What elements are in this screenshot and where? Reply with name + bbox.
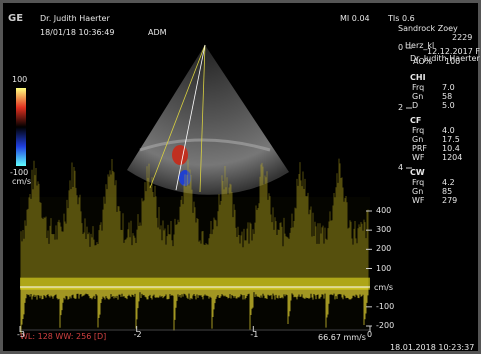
- depth-tick-label: 0: [398, 44, 403, 52]
- setting-label: Gn: [412, 188, 423, 196]
- setting-label: WF: [412, 154, 425, 162]
- group-title: CW: [410, 169, 425, 177]
- setting-value: 10.4: [442, 145, 460, 153]
- setting-label: Gn: [412, 136, 423, 144]
- window-level: WL: 128 WW: 256 [D]: [20, 333, 106, 341]
- setting-value: 58: [442, 93, 452, 101]
- probe-logo: GE: [8, 14, 23, 24]
- setting-value: 4.0: [442, 127, 455, 135]
- group-title: CHI: [410, 74, 426, 82]
- velocity-tick-label: 200: [376, 245, 391, 253]
- setting-value: 5.0: [442, 102, 455, 110]
- setting-label: Frq: [412, 127, 424, 135]
- sweep-speed: 66.67 mm/s: [318, 334, 366, 342]
- depth-tick-label: 4: [398, 164, 403, 172]
- color-min: -100: [10, 169, 28, 177]
- group-title: CF: [410, 117, 421, 125]
- color-bar: [16, 88, 26, 166]
- mi: MI 0.04: [340, 15, 370, 23]
- mode: ADM: [148, 29, 167, 37]
- color-unit: cm/s: [12, 178, 31, 186]
- ultrasound-screen: GE Dr. Judith Haerter 18/01/18 10:36:49 …: [0, 0, 481, 354]
- time-tick-label: -2: [134, 331, 142, 339]
- setting-label: Frq: [412, 179, 424, 187]
- color-max: 100: [12, 76, 27, 84]
- time-tick-label: -1: [250, 331, 258, 339]
- setting-value: 17.5: [442, 136, 460, 144]
- velocity-tick-label: 400: [376, 207, 391, 215]
- tis: TIs 0.6: [388, 15, 415, 23]
- velocity-unit: cm/s: [374, 284, 393, 292]
- velocity-tick-label: -200: [376, 322, 394, 330]
- time-tick-label: -3: [17, 331, 25, 339]
- setting-value: 1204: [442, 154, 462, 162]
- setting-label: WF: [412, 197, 425, 205]
- baseline-band: [20, 278, 370, 290]
- physician: Dr. Judith Haerter: [40, 15, 110, 23]
- time-tick-label: 0: [367, 331, 372, 339]
- graphics: [0, 0, 481, 354]
- output-label: AO%: [413, 58, 432, 66]
- patient-name: Sandrock Zoey: [398, 25, 458, 33]
- setting-value: 279: [442, 197, 457, 205]
- color-flow: [172, 145, 188, 165]
- b-mode-sector: [127, 45, 289, 195]
- depth-tick-label: 2: [398, 104, 403, 112]
- setting-label: PRF: [412, 145, 427, 153]
- setting-label: D: [412, 102, 418, 110]
- setting-label: Gn: [412, 93, 423, 101]
- setting-value: 7.0: [442, 84, 455, 92]
- patient-id: 2229: [452, 34, 472, 42]
- timestamp: 18.01.2018 10:23:37: [390, 344, 474, 352]
- setting-label: Frq: [412, 84, 424, 92]
- setting-value: 85: [442, 188, 452, 196]
- output-value: 100: [445, 58, 460, 66]
- setting-value: 4.2: [442, 179, 455, 187]
- velocity-tick-label: 300: [376, 226, 391, 234]
- velocity-tick-label: 100: [376, 265, 391, 273]
- datetime: 18/01/18 10:36:49: [40, 29, 114, 37]
- velocity-tick-label: -100: [376, 303, 394, 311]
